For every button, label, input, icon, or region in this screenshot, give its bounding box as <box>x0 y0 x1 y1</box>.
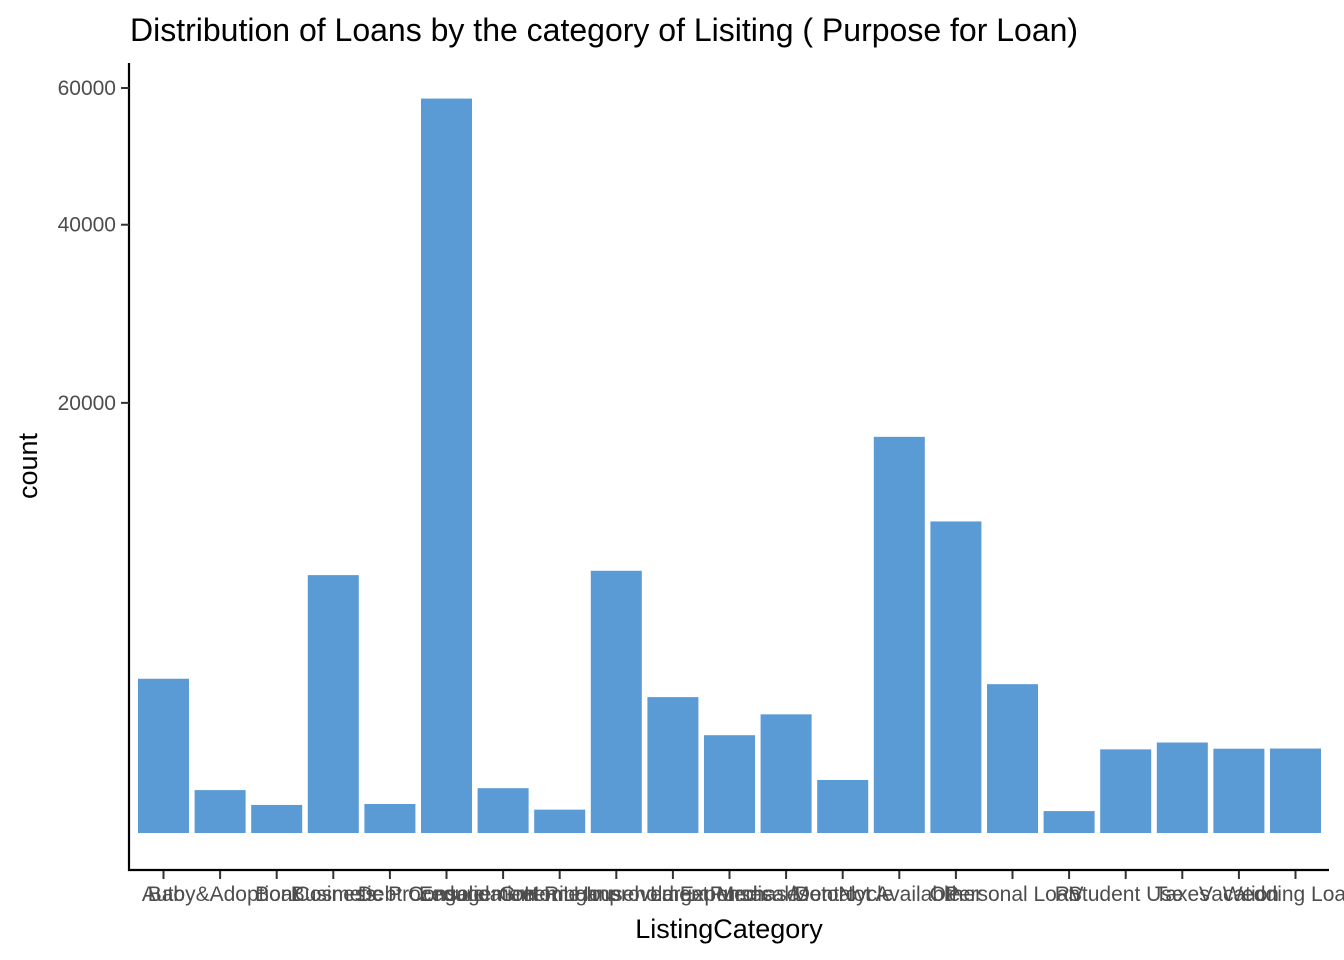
bar-auto <box>138 678 189 833</box>
bar-debt-consolidation <box>421 98 472 833</box>
x-axis-title: ListingCategory <box>635 914 823 944</box>
bar-not-available <box>873 436 925 833</box>
x-tick-label-engagement-ring: Engagement Ring <box>419 883 587 906</box>
y-tick-label-40000: 40000 <box>58 214 116 237</box>
y-axis-ticks: 20000 40000 60000 <box>58 77 129 415</box>
bar-other <box>930 521 982 833</box>
y-tick-label-20000: 20000 <box>58 392 116 415</box>
bar-medical-dental <box>760 714 812 833</box>
x-tick-label-cosmetic-procedure: Cosmetic Procedure <box>295 883 485 906</box>
x-tick-label-baby-adoption: Baby&Adoption <box>148 883 293 906</box>
bar-boat <box>251 804 303 833</box>
x-tick-label-green-loans: Green Loans <box>499 883 620 906</box>
x-tick-label-medical-dental: Medical/Dental <box>717 883 856 906</box>
bar-engagement-ring <box>477 788 529 833</box>
x-tick-label-not-available: Not Available <box>838 883 960 906</box>
x-tick-label-personal-loan: Personal Loan <box>945 883 1080 906</box>
x-tick-label-household-expenses: Household Expenses <box>574 883 772 906</box>
x-tick-label-large-purchases: Large Purchases <box>650 883 809 906</box>
bar-rv <box>1043 811 1095 833</box>
bar-wedding-loans <box>1270 748 1321 833</box>
x-tick-label-boat: Boat <box>255 883 298 906</box>
x-tick-label-business: Business <box>291 883 376 906</box>
bar-student-use <box>1100 749 1152 833</box>
bar-green-loans <box>534 809 586 833</box>
x-tick-label-motorcycle: Motorcycle <box>792 883 894 906</box>
bar-taxes <box>1156 742 1208 833</box>
y-tick-label-60000: 60000 <box>58 77 116 100</box>
x-tick-label-vacation: Vacation <box>1199 883 1279 906</box>
chart-title: Distribution of Loans by the category of… <box>130 12 1078 48</box>
bar-personal-loan <box>987 684 1038 833</box>
x-tick-label-debt-consolidation: Debt Consolidation <box>358 883 535 906</box>
x-tick-label-wedding-loans: Wedding Loans <box>1223 883 1344 906</box>
y-axis-title: count <box>13 432 43 499</box>
x-tick-label-auto: Auto <box>142 883 185 906</box>
bar-vacation <box>1213 748 1265 833</box>
x-tick-label-home-improvement: Home Improvement <box>524 883 709 906</box>
x-tick-label-rv: RV <box>1055 883 1084 906</box>
bar-household-expenses <box>647 697 699 833</box>
x-tick-label-student-use: Student Use <box>1068 883 1184 906</box>
x-tick-label-other: Other <box>930 883 983 906</box>
bars-group <box>138 98 1321 833</box>
bar-baby-adoption <box>194 790 246 833</box>
bar-large-purchases <box>704 735 755 833</box>
x-tick-label-taxes: Taxes <box>1155 883 1210 906</box>
bar-business <box>307 575 359 833</box>
bar-motorcycle <box>817 779 869 833</box>
bar-cosmetic-procedure <box>364 803 416 833</box>
bar-home-improvement <box>590 570 642 833</box>
